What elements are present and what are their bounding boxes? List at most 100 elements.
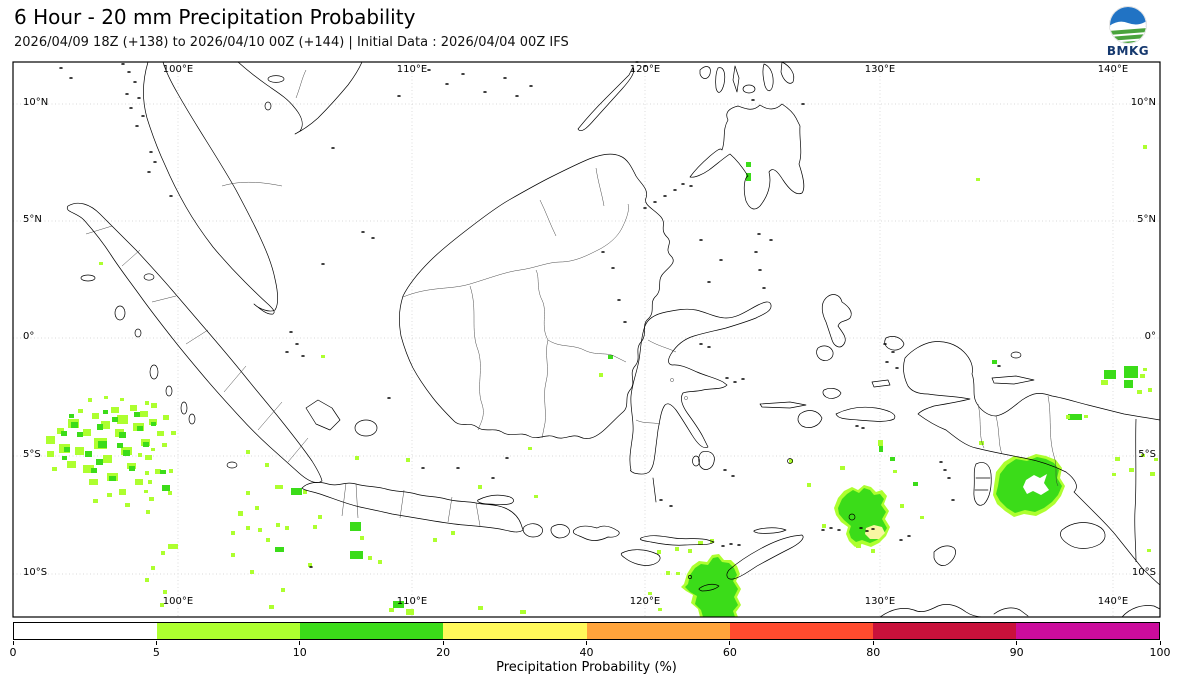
precip-cell: [97, 424, 103, 430]
precip-cell: [101, 421, 110, 429]
precip-cell: [250, 570, 254, 574]
precip-cell: [92, 413, 99, 419]
precip-cell: [1115, 457, 1120, 461]
colorbar-tick-label: 10: [292, 646, 307, 659]
lat-label-left: 5°N: [23, 214, 42, 225]
precip-cell: [83, 429, 91, 436]
precip-cell: [1148, 388, 1152, 392]
precip-cell: [378, 560, 382, 564]
precip-cell: [893, 470, 897, 473]
precip-cell: [85, 451, 92, 457]
precip-cell: [88, 398, 92, 402]
precip-area: [865, 525, 885, 539]
precip-cell: [151, 448, 155, 451]
colorbar-tick-mark: [729, 641, 731, 645]
precip-cell: [856, 544, 861, 548]
precip-cell: [350, 522, 361, 531]
precip-cell: [104, 396, 108, 399]
precip-cell: [321, 355, 325, 358]
colorbar-tick-mark: [1159, 641, 1161, 645]
precip-cell: [1147, 549, 1151, 552]
precipitation-overlay: [46, 145, 1158, 617]
precip-cell: [350, 551, 363, 559]
precip-cell: [155, 469, 161, 474]
precip-cell: [658, 608, 662, 611]
precip-cell: [61, 431, 67, 436]
lon-label-top: 110°E: [396, 64, 428, 75]
precip-cell: [151, 422, 156, 426]
precip-cell: [688, 549, 692, 553]
precip-cell: [148, 480, 152, 484]
precip-cell: [137, 426, 143, 431]
lat-label-right: 10°S: [1131, 567, 1156, 578]
colorbar-segment: [872, 623, 1016, 639]
precip-cell: [99, 262, 103, 265]
colorbar-segment: [729, 623, 873, 639]
precip-cell: [389, 608, 394, 612]
precip-cell: [1129, 468, 1134, 472]
figure-title: 6 Hour - 20 mm Precipitation Probability: [14, 5, 416, 29]
precip-cell: [67, 461, 76, 468]
precip-cell: [255, 506, 259, 510]
precip-cell: [123, 450, 130, 456]
precip-cell: [1154, 458, 1158, 461]
precip-cell: [879, 446, 883, 452]
precip-cell: [168, 544, 178, 549]
precip-cell: [900, 504, 904, 508]
precip-cell: [979, 441, 984, 445]
lat-label-left: 0°: [23, 331, 35, 342]
precip-cell: [269, 605, 274, 609]
colorbar: [13, 622, 1160, 640]
precip-cell: [308, 563, 312, 567]
precip-cell: [162, 485, 170, 491]
precip-cell: [676, 572, 680, 575]
colorbar-tick-mark: [299, 641, 301, 645]
colorbar-segment: [443, 623, 587, 639]
precip-cell: [246, 491, 250, 495]
colorbar-tick-label: 100: [1149, 646, 1171, 659]
precip-cell: [117, 443, 123, 448]
precip-cell: [91, 468, 97, 473]
precip-cell: [266, 538, 270, 542]
lon-label-bottom: 100°E: [162, 596, 194, 607]
precip-cell: [1150, 472, 1155, 476]
colorbar-tick-mark: [442, 641, 444, 645]
precip-cell: [1140, 374, 1145, 378]
precip-cell: [1104, 370, 1116, 379]
precip-cell: [698, 541, 703, 545]
precip-cell: [151, 403, 157, 408]
lon-label-bottom: 110°E: [396, 596, 428, 607]
precip-cell: [109, 476, 116, 481]
colorbar-tick-label: 5: [152, 646, 160, 659]
precip-cell: [992, 360, 997, 364]
precip-cell: [111, 407, 119, 413]
precip-cell: [1137, 390, 1142, 394]
precip-cell: [1141, 454, 1145, 457]
lon-label-bottom: 120°E: [629, 596, 661, 607]
precip-cell: [478, 485, 482, 489]
precip-cell: [138, 453, 142, 457]
precip-cell: [149, 497, 154, 501]
precip-cell: [890, 457, 895, 461]
precip-cell: [107, 493, 112, 497]
lat-label-right: 10°N: [1130, 97, 1156, 108]
precip-cell: [117, 415, 128, 424]
precip-cell: [77, 432, 83, 437]
figure-subtitle: 2026/04/09 18Z (+138) to 2026/04/10 00Z …: [14, 35, 569, 50]
precip-cell: [160, 603, 164, 607]
colorbar-tick-mark: [872, 641, 874, 645]
precip-cell: [134, 412, 140, 417]
precip-cell: [822, 524, 826, 528]
precip-area: [685, 557, 738, 617]
colorbar-tick-label: 0: [9, 646, 17, 659]
precip-cell: [285, 526, 289, 530]
precip-hole: [1023, 474, 1049, 495]
precip-cell: [648, 592, 652, 595]
precip-cell: [238, 511, 243, 516]
precip-cell: [69, 414, 74, 418]
precip-cell: [231, 553, 235, 557]
colorbar-tick-mark: [12, 641, 14, 645]
precip-cell: [71, 422, 78, 428]
lon-label-top: 120°E: [629, 64, 661, 75]
